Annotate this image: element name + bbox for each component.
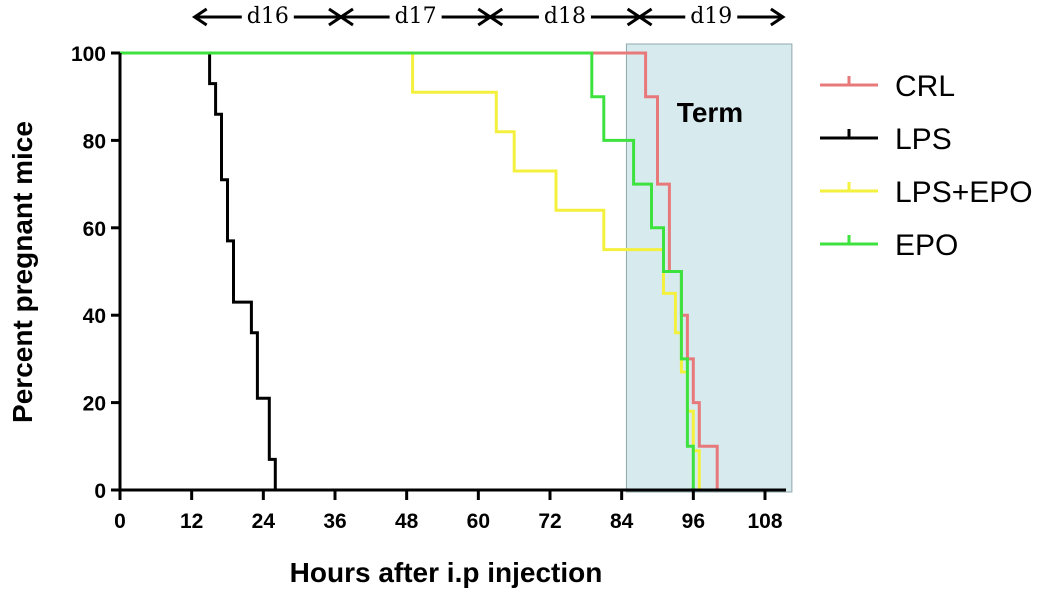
day-label: d18 <box>544 4 586 29</box>
day-label: d17 <box>395 4 437 29</box>
x-tick-label: 96 <box>682 510 705 533</box>
day-range-d16: d16 <box>191 4 344 29</box>
x-axis-title: Hours after i.p injection <box>290 557 603 588</box>
x-tick-label: 48 <box>395 510 419 533</box>
legend-item-lps: LPS <box>820 123 952 156</box>
x-tick-label: 0 <box>114 510 126 533</box>
legend-item-lps-epo: LPS+EPO <box>820 176 1033 209</box>
day-range-d18: d18 <box>487 4 643 29</box>
day-arrow-head-left <box>636 7 653 27</box>
axes: 0 20 40 60 80 100 0 12 24 36 48 60 72 84 96 108 <box>71 43 786 533</box>
series-layer <box>120 51 783 492</box>
day-arrow-head-left <box>191 7 208 27</box>
y-axis-title: Percent pregnant mice <box>7 121 38 423</box>
x-tick-label: 84 <box>610 510 634 533</box>
x-tick-label: 72 <box>538 510 561 533</box>
legend-label: EPO <box>895 229 958 262</box>
day-range-d17: d17 <box>338 4 493 29</box>
y-tick-label: 60 <box>83 218 106 241</box>
series-line-lps <box>120 51 783 492</box>
term-label: Term <box>677 97 743 128</box>
legend-label: LPS <box>895 123 952 156</box>
legend-label: CRL <box>895 70 955 103</box>
legend-item-crl: CRL <box>820 70 955 103</box>
day-range-d19: d19 <box>636 4 786 29</box>
y-tick-label: 0 <box>94 480 106 503</box>
day-arrow-head-right <box>770 7 786 27</box>
day-label: d19 <box>690 4 732 29</box>
x-tick-label: 24 <box>252 510 276 533</box>
legend-label: LPS+EPO <box>895 176 1033 209</box>
term-shaded-region <box>625 43 793 493</box>
y-tick-label: 40 <box>83 305 106 328</box>
y-tick-label: 80 <box>83 130 106 153</box>
legend-item-epo: EPO <box>820 229 958 262</box>
x-tick-label: 108 <box>747 510 782 533</box>
day-arrow-head-left <box>487 7 504 27</box>
x-tick-label: 36 <box>323 510 346 533</box>
y-tick-label: 20 <box>83 393 106 416</box>
y-tick-label: 100 <box>71 43 106 66</box>
legend: CRL LPS LPS+EPO EPO <box>820 70 1033 262</box>
x-tick-label: 12 <box>180 510 203 533</box>
series-line-epo <box>120 51 706 492</box>
day-annotations: d16 d17 d18 d19 <box>191 4 786 29</box>
series-line-lps-epo <box>120 51 701 490</box>
day-arrow-head-left <box>338 7 354 27</box>
day-label: d16 <box>247 4 289 29</box>
x-tick-label: 60 <box>467 510 490 533</box>
